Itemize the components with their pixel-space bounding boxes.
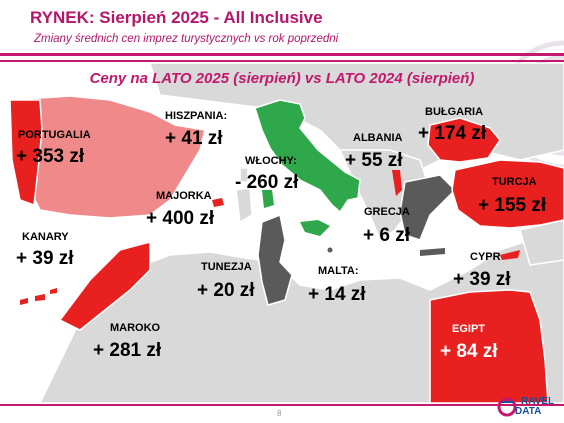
page-number: 8 <box>277 409 282 418</box>
region-crete <box>420 248 445 256</box>
logo-text-bottom: DATA <box>515 406 542 417</box>
value-wlochy: - 260 zł <box>235 172 299 193</box>
value-cypr: + 39 zł <box>453 269 511 290</box>
value-malta: + 14 zł <box>308 284 366 305</box>
label-egipt: EGIPT <box>452 323 486 335</box>
region-bulgaria <box>427 117 501 163</box>
region-egipt <box>429 289 549 403</box>
value-maroko: + 281 zł <box>93 340 162 361</box>
label-kanary: KANARY <box>22 231 69 243</box>
label-wlochy: WŁOCHY: <box>245 155 297 167</box>
page-subtitle: Zmiany średnich cen imprez turystycznych… <box>34 33 339 45</box>
value-majorka: + 400 zł <box>146 208 215 229</box>
value-grecja: + 6 zł <box>363 225 410 246</box>
region-wlochy <box>254 99 361 214</box>
value-egipt: + 84 zł <box>440 341 498 362</box>
region-turcja <box>451 159 564 229</box>
label-malta: MALTA: <box>318 265 359 277</box>
label-tunezja: TUNEZJA <box>201 261 252 273</box>
region-cypr <box>500 250 520 260</box>
value-turcja: + 155 zł <box>478 195 547 216</box>
region-malta <box>327 247 333 253</box>
header-rule-thin <box>0 60 564 62</box>
land-sardinia <box>235 187 253 224</box>
mediterranean-map <box>9 63 564 403</box>
page-title: RYNEK: Sierpień 2025 - All Inclusive <box>30 8 323 27</box>
label-portugalia: PORTUGALIA <box>18 129 91 141</box>
label-turcja: TURCJA <box>492 176 537 188</box>
label-maroko: MAROKO <box>110 322 161 334</box>
label-majorka: MAJORKA <box>156 190 212 202</box>
label-cypr: CYPR <box>470 251 501 263</box>
value-tunezja: + 20 zł <box>197 280 255 301</box>
region-albania <box>392 170 402 196</box>
value-kanary: + 39 zł <box>16 248 74 269</box>
header-rule <box>0 53 564 56</box>
region-tunezja <box>257 213 293 306</box>
label-hiszpania: HISZPANIA: <box>165 110 228 122</box>
logo-text-top: RAVEL <box>521 396 555 407</box>
region-sardinia-green <box>262 190 274 208</box>
region-sicily <box>300 220 330 236</box>
land-corsica <box>239 167 249 183</box>
footer-rule <box>0 404 564 406</box>
region-grecja <box>399 174 457 241</box>
label-albania: ALBANIA <box>353 132 403 144</box>
map-headline: Ceny na LATO 2025 (sierpień) vs LATO 202… <box>89 70 475 87</box>
travel-data-logo-icon <box>497 397 517 417</box>
region-kanary <box>20 288 57 305</box>
region-portugal <box>9 99 43 207</box>
region-majorka <box>212 198 224 207</box>
label-bulgaria: BUŁGARIA <box>425 106 484 118</box>
value-albania: + 55 zł <box>345 150 403 171</box>
label-grecja: GRECJA <box>364 206 410 218</box>
value-hiszpania: + 41 zł <box>165 128 223 149</box>
region-maroko <box>58 241 151 331</box>
value-portugalia: + 353 zł <box>16 146 85 167</box>
value-bulgaria: + 174 zł <box>418 123 487 144</box>
